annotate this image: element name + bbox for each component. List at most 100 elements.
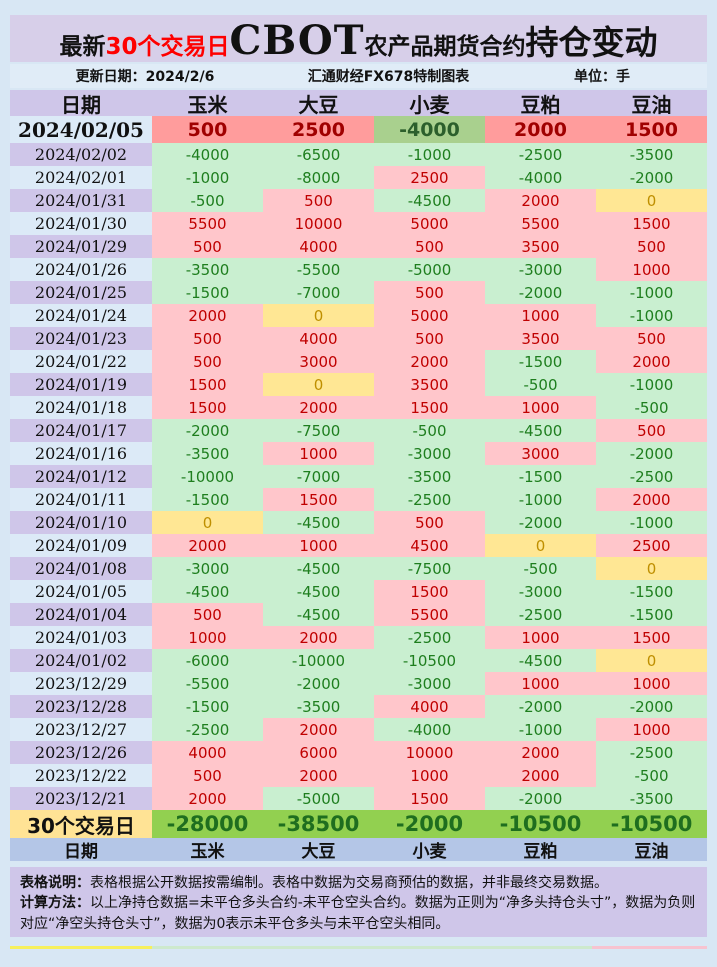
value-cell: 1500	[152, 373, 263, 396]
value-cell: 3000	[485, 442, 596, 465]
strip-date-segment	[10, 946, 152, 949]
table-row: 2024/01/05 -4500 -4500 1500 -3000 -1500	[10, 580, 707, 603]
value-cell: 3500	[374, 373, 485, 396]
column-header-date: 日期	[61, 92, 101, 117]
value-cell: 0	[485, 534, 596, 557]
date-cell: 2024/01/05	[10, 580, 152, 603]
date-cell: 2024/01/04	[10, 603, 152, 626]
column-header-wheat: 小麦	[409, 92, 450, 117]
value-cell: -3500	[263, 695, 374, 718]
unit-label: 单位：手	[574, 69, 630, 85]
value-cell: -4000	[374, 116, 485, 143]
value-cell: -1500	[596, 603, 707, 626]
value-cell: -7000	[263, 281, 374, 304]
value-cell: 1500	[596, 626, 707, 649]
value-cell: -4500	[263, 580, 374, 603]
summary-value-corn: -28000	[152, 810, 263, 838]
value-cell: 1000	[152, 626, 263, 649]
date-cell: 2024/01/03	[10, 626, 152, 649]
date-cell: 2024/01/09	[10, 534, 152, 557]
value-cell: -4000	[485, 166, 596, 189]
table-row: 2024/01/24 2000 0 5000 1000 -1000	[10, 304, 707, 327]
summary-value-soyoil: -10500	[596, 810, 707, 838]
summary-label: 30个交易日	[10, 810, 152, 838]
value-cell: -2500	[596, 465, 707, 488]
value-cell: -2000	[485, 281, 596, 304]
table-body: 2024/02/05 500 2500 -4000 2000 1500 2024/02/02…	[10, 116, 707, 810]
value-cell: -6000	[152, 649, 263, 672]
meta-bar: 更新日期：2024/2/6 汇通财经FX678特制图表 单位：手	[10, 64, 707, 88]
value-cell: -4500	[485, 649, 596, 672]
table-row: 2023/12/21 2000 -5000 1500 -2000 -3500	[10, 787, 707, 810]
value-cell: -4500	[263, 603, 374, 626]
value-cell: 1000	[485, 396, 596, 419]
value-cell: 0	[263, 304, 374, 327]
strip-values-segment	[152, 946, 592, 949]
value-cell: 5500	[485, 212, 596, 235]
date-cell: 2024/01/23	[10, 327, 152, 350]
title-highlight: 30个交易日	[105, 34, 230, 60]
table-row: 2023/12/29 -5500 -2000 -3000 1000 1000	[10, 672, 707, 695]
table-row: 2023/12/28 -1500 -3500 4000 -2000 -2000	[10, 695, 707, 718]
date-cell: 2024/01/19	[10, 373, 152, 396]
value-cell: -2000	[263, 672, 374, 695]
value-cell: 1000	[263, 442, 374, 465]
value-cell: -1500	[596, 580, 707, 603]
value-cell: -2500	[596, 741, 707, 764]
value-cell: 2000	[152, 787, 263, 810]
date-cell: 2023/12/28	[10, 695, 152, 718]
table-row: 2024/02/01 -1000 -8000 2500 -4000 -2000	[10, 166, 707, 189]
value-cell: -4500	[374, 189, 485, 212]
value-cell: 1000	[263, 534, 374, 557]
table-header-top: 日期 玉米 大豆 小麦 豆粕 豆油	[10, 90, 707, 117]
value-cell: -10000	[263, 649, 374, 672]
value-cell: 500	[374, 327, 485, 350]
value-cell: -2500	[152, 718, 263, 741]
value-cell: 500	[596, 327, 707, 350]
page-title: 最新 30个交易日 CBOT 农产品期货合约 持仓变动	[10, 15, 707, 64]
table-row: 2024/01/16 -3500 1000 -3000 3000 -2000	[10, 442, 707, 465]
date-cell: 2024/01/16	[10, 442, 152, 465]
value-cell: 2000	[263, 718, 374, 741]
table-row: 2024/01/10 0 -4500 500 -2000 -1000	[10, 511, 707, 534]
date-cell: 2024/01/26	[10, 258, 152, 281]
value-cell: -3000	[485, 580, 596, 603]
table-row: 2024/01/09 2000 1000 4500 0 2500	[10, 534, 707, 557]
value-cell: -1000	[596, 281, 707, 304]
date-cell: 2023/12/27	[10, 718, 152, 741]
value-cell: -2000	[152, 419, 263, 442]
value-cell: -10000	[152, 465, 263, 488]
column-footer-soybean: 大豆	[301, 842, 336, 862]
value-cell: -1500	[152, 488, 263, 511]
column-header-soybean: 大豆	[298, 92, 339, 117]
value-cell: -6500	[263, 143, 374, 166]
value-cell: 2000	[152, 534, 263, 557]
value-cell: -3500	[596, 787, 707, 810]
date-cell: 2024/01/29	[10, 235, 152, 258]
notes-block: 表格说明：表格根据公开数据按需编制。表格中数据为交易商预估的数据，并非最终交易数…	[10, 867, 707, 937]
value-cell: 1500	[152, 396, 263, 419]
value-cell: 2000	[263, 396, 374, 419]
value-cell: -5500	[152, 672, 263, 695]
value-cell: 500	[374, 511, 485, 534]
title-prefix: 最新	[59, 34, 106, 60]
value-cell: 500	[374, 235, 485, 258]
value-cell: -2000	[485, 511, 596, 534]
summary-value-wheat: -2000	[374, 810, 485, 838]
value-cell: 2500	[596, 534, 707, 557]
value-cell: 3000	[263, 350, 374, 373]
value-cell: -1500	[485, 465, 596, 488]
value-cell: 500	[596, 235, 707, 258]
table-row: 2024/01/17 -2000 -7500 -500 -4500 500	[10, 419, 707, 442]
value-cell: 5000	[374, 212, 485, 235]
table-row: 2024/01/25 -1500 -7000 500 -2000 -1000	[10, 281, 707, 304]
futures-position-sheet: 最新 30个交易日 CBOT 农产品期货合约 持仓变动 更新日期：2024/2/6 汇通…	[10, 15, 707, 949]
value-cell: -7500	[374, 557, 485, 580]
value-cell: 1500	[374, 396, 485, 419]
value-cell: 500	[152, 235, 263, 258]
title-cbot: CBOT	[229, 17, 365, 64]
value-cell: 1000	[596, 718, 707, 741]
value-cell: -5500	[263, 258, 374, 281]
column-footer-soyoil: 豆油	[634, 842, 669, 862]
value-cell: -2000	[485, 695, 596, 718]
